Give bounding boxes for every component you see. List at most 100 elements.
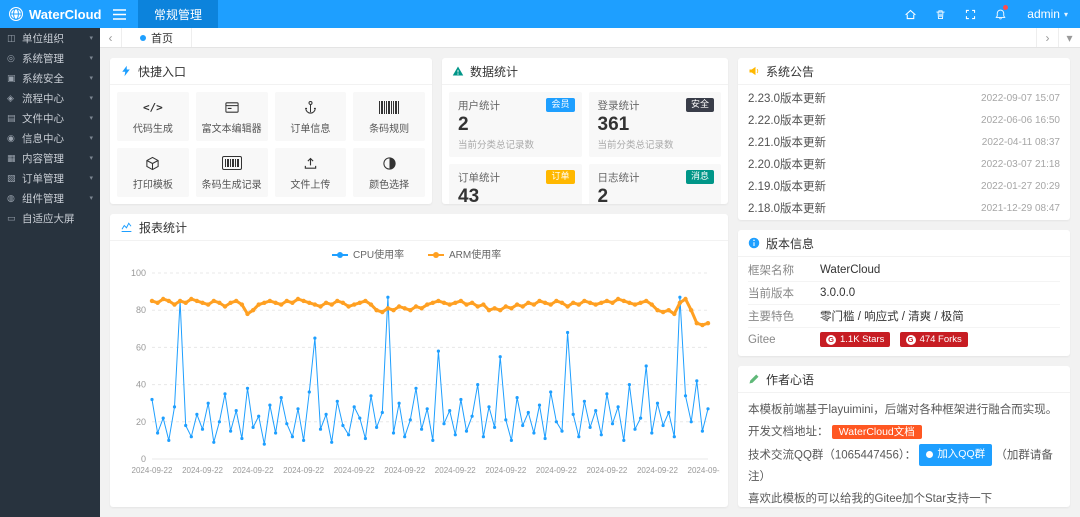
docs-link-badge[interactable]: WaterCloud文档	[832, 425, 922, 439]
stat-value: 43	[458, 186, 573, 204]
announcement-item[interactable]: 2.22.0版本更新 2022-06-06 16:50	[748, 109, 1060, 131]
line-chart-icon	[120, 221, 133, 233]
sidebar-item-label: 文件中心	[22, 111, 64, 126]
sidebar-item[interactable]: ▣ 系统安全 ▾	[0, 68, 100, 88]
warning-triangle-icon	[452, 65, 464, 77]
sidebar-item-icon: ▣	[7, 73, 18, 84]
clear-cache-icon[interactable]	[925, 0, 955, 28]
brand[interactable]: WaterCloud	[0, 0, 100, 28]
sidebar-item[interactable]: ▦ 内容管理 ▾	[0, 148, 100, 168]
main-content: 快捷入口 </> 代码生成 富文本编辑器	[100, 48, 1080, 517]
gitee-stars-badge[interactable]: G 1.1K Stars	[820, 332, 890, 347]
stat-block: 登录统计 安全 361 当前分类总记录数	[589, 92, 722, 157]
report-chart-card: 报表统计 0204060801002024-09-222024-09-22202…	[110, 214, 728, 507]
sidebar-item-icon: ◉	[7, 133, 18, 144]
sidebar-item-label: 系统安全	[22, 71, 64, 86]
svg-text:100: 100	[131, 268, 146, 278]
sidebar: ◫ 单位组织 ▾ ◎ 系统管理 ▾ ▣ 系统安全 ▾ ◈ 流程中心 ▾	[0, 28, 100, 517]
svg-text:0: 0	[141, 454, 146, 464]
tabs-bar: ‹ 首页 › ▾	[100, 28, 1080, 48]
quick-item-barcode-rule[interactable]: 条码规则	[353, 92, 425, 141]
topbar-tab-general[interactable]: 常规管理	[138, 0, 218, 28]
color-picker-icon	[382, 155, 397, 172]
sidebar-item[interactable]: ◉ 信息中心 ▾	[0, 128, 100, 148]
svg-text:2024-09-22: 2024-09-22	[283, 466, 324, 475]
announcements-header: 系统公告	[738, 58, 1070, 85]
qq-icon	[926, 451, 933, 458]
quick-grid: </> 代码生成 富文本编辑器 订单信息	[110, 85, 432, 204]
sidebar-item[interactable]: ▧ 订单管理 ▾	[0, 168, 100, 188]
announcement-item[interactable]: 2.19.0版本更新 2022-01-27 20:29	[748, 175, 1060, 197]
quick-entry-card: 快捷入口 </> 代码生成 富文本编辑器	[110, 58, 432, 204]
notification-icon[interactable]	[985, 0, 1015, 28]
announcement-item[interactable]: 2.18.0版本更新 2021-12-29 08:47	[748, 197, 1060, 219]
sidebar-item[interactable]: ◎ 系统管理 ▾	[0, 48, 100, 68]
author-line-3: 技术交流QQ群（1065447456）： 加入QQ群 （加群请备注）	[748, 444, 1060, 489]
svg-text:80: 80	[136, 305, 146, 315]
code-icon: </>	[143, 99, 163, 116]
quick-item-order-info[interactable]: 订单信息	[275, 92, 347, 141]
announcement-item[interactable]: 2.21.0版本更新 2022-04-11 08:37	[748, 131, 1060, 153]
join-qq-group-badge[interactable]: 加入QQ群	[919, 444, 992, 466]
info-circle-icon	[748, 237, 760, 249]
fullscreen-icon[interactable]	[955, 0, 985, 28]
username: admin	[1027, 7, 1060, 21]
card-title: 作者心语	[766, 371, 814, 388]
data-stats-header: 数据统计	[442, 58, 728, 85]
svg-text:2024-09-22: 2024-09-22	[485, 466, 526, 475]
svg-text:2024-09-22: 2024-09-22	[182, 466, 223, 475]
sidebar-item-label: 信息中心	[22, 131, 64, 146]
announcement-title: 2.19.0版本更新	[748, 178, 826, 194]
stat-badge: 订单	[546, 170, 574, 184]
menu-icon[interactable]	[100, 0, 138, 28]
svg-text:2024-09-22: 2024-09-22	[384, 466, 425, 475]
announcements-card: 系统公告 2.23.0版本更新 2022-09-07 15:07 2.22.0版…	[738, 58, 1070, 220]
sidebar-item[interactable]: ◍ 组件管理 ▾	[0, 188, 100, 208]
upload-icon	[303, 155, 318, 172]
card-title: 快捷入口	[138, 63, 186, 80]
quick-item-code-gen[interactable]: </> 代码生成	[117, 92, 189, 141]
gitee-icon: G	[826, 335, 836, 345]
chart-area: 0204060801002024-09-222024-09-222024-09-…	[110, 241, 728, 507]
announcement-date: 2022-04-11 08:37	[982, 137, 1060, 148]
home-icon[interactable]	[895, 0, 925, 28]
quick-item-print-template[interactable]: 打印模板	[117, 148, 189, 197]
stat-badge: 安全	[686, 98, 714, 112]
user-menu[interactable]: admin ▾	[1015, 0, 1080, 28]
author-line-1: 本模板前端基于layuimini，后端对各种框架进行融合而实现。	[748, 400, 1060, 422]
sidebar-item[interactable]: ▤ 文件中心 ▾	[0, 108, 100, 128]
announcement-item[interactable]: 2.23.0版本更新 2022-09-07 15:07	[748, 87, 1060, 109]
chevron-down-icon: ▾	[1064, 10, 1068, 19]
gitee-forks-badge[interactable]: G 474 Forks	[900, 332, 968, 347]
quick-item-file-upload[interactable]: 文件上传	[275, 148, 347, 197]
tab-scroll-left-icon[interactable]: ‹	[100, 28, 122, 47]
version-row-gitee: Gitee G 1.1K Stars G 474 Forks	[748, 328, 1060, 351]
sidebar-item[interactable]: ◈ 流程中心 ▾	[0, 88, 100, 108]
version-row: 框架名称 WaterCloud	[748, 259, 1060, 282]
quick-item-barcode-record[interactable]: 条码生成记录	[196, 148, 268, 197]
sidebar-item[interactable]: ◫ 单位组织 ▾	[0, 28, 100, 48]
announcement-title: 2.22.0版本更新	[748, 112, 826, 128]
sidebar-item[interactable]: ▭ 自适应大屏	[0, 208, 100, 228]
chevron-down-icon: ▾	[89, 134, 93, 142]
announcement-title: 2.23.0版本更新	[748, 90, 826, 106]
tab-home[interactable]: 首页	[122, 28, 192, 47]
stats-grid: 用户统计 会员 2 当前分类总记录数 登录统计 安全 361 当前分类总记录数	[442, 85, 728, 204]
chevron-down-icon: ▾	[89, 94, 93, 102]
announcement-date: 2022-03-07 21:18	[981, 159, 1060, 170]
svg-text:2024-09-22: 2024-09-22	[233, 466, 274, 475]
active-tab-dot	[140, 35, 146, 41]
chevron-down-icon: ▾	[89, 194, 93, 202]
tab-options-icon[interactable]: ▾	[1058, 28, 1080, 47]
announcement-item[interactable]: 2.20.0版本更新 2022-03-07 21:18	[748, 153, 1060, 175]
topbar-actions: admin ▾	[895, 0, 1080, 28]
quick-item-richtext[interactable]: 富文本编辑器	[196, 92, 268, 141]
chevron-down-icon: ▾	[89, 74, 93, 82]
author-words-body: 本模板前端基于layuimini，后端对各种框架进行融合而实现。 开发文档地址：…	[738, 393, 1070, 507]
quick-item-color-picker[interactable]: 颜色选择	[353, 148, 425, 197]
sidebar-item-icon: ▭	[7, 213, 18, 224]
tab-scroll-right-icon[interactable]: ›	[1036, 28, 1058, 47]
stat-block: 订单统计 订单 43 当前分类总记录数	[449, 164, 582, 204]
brand-globe-icon	[8, 6, 24, 22]
sidebar-item-icon: ◎	[7, 53, 18, 64]
